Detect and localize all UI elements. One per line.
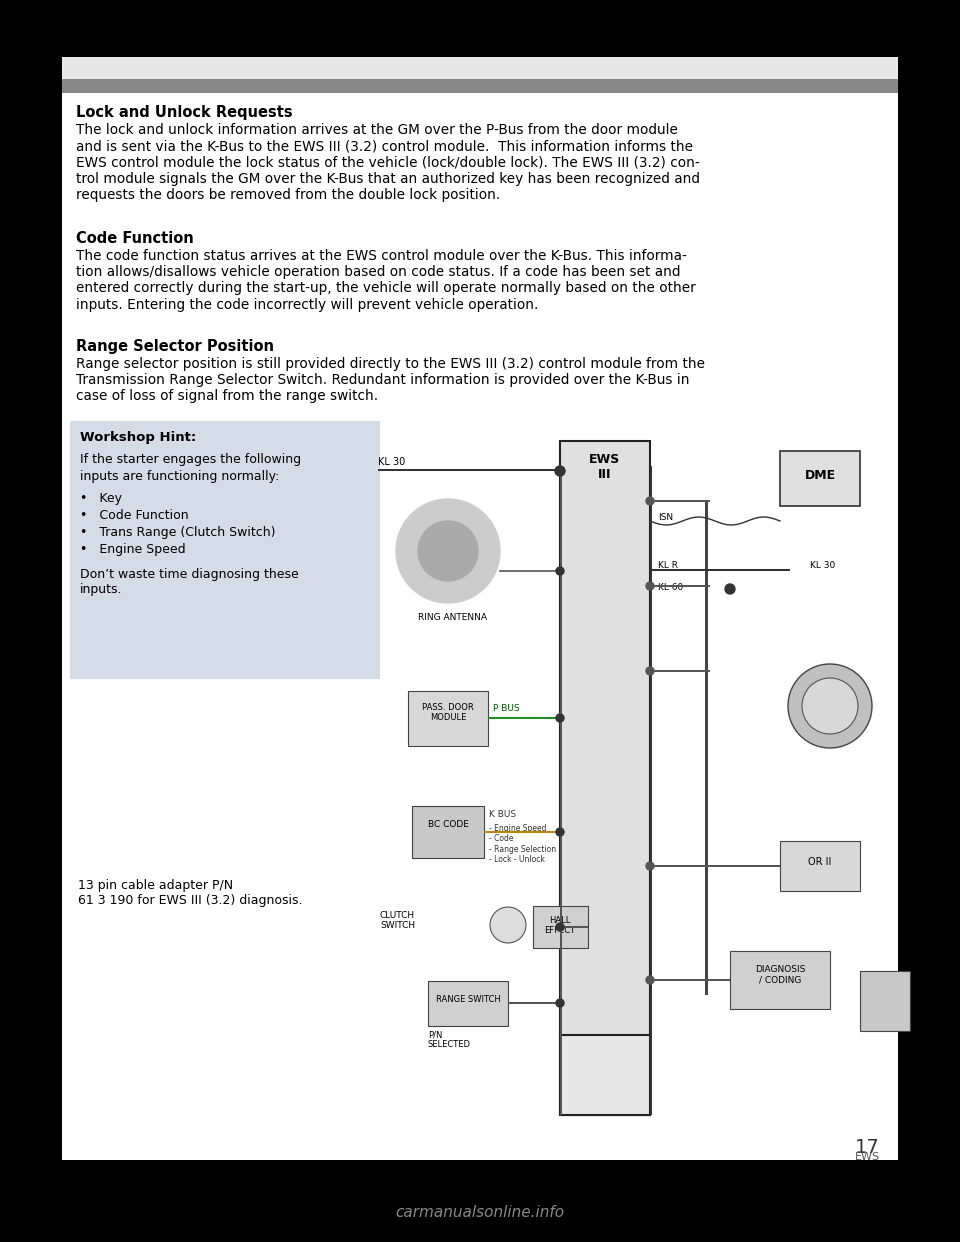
Circle shape (802, 678, 858, 734)
Text: RANGE SWITCH: RANGE SWITCH (436, 995, 500, 1004)
Text: Code Function: Code Function (76, 231, 194, 246)
Circle shape (556, 568, 564, 575)
Bar (62, 79, 898, 93)
Bar (428, 981, 508, 1026)
Text: Range selector position is still provided directly to the EWS III (3.2) control : Range selector position is still provide… (76, 356, 705, 404)
Text: HALL
EFFECT: HALL EFFECT (544, 917, 576, 935)
Circle shape (396, 499, 500, 604)
Text: The code function status arrives at the EWS control module over the K-Bus. This : The code function status arrives at the … (76, 248, 696, 312)
Bar (484, 831, 560, 833)
Circle shape (646, 667, 654, 674)
Bar (560, 927, 588, 928)
Text: KL 60: KL 60 (658, 582, 684, 592)
Text: P BUS: P BUS (493, 704, 519, 713)
Bar (560, 441, 650, 1115)
Bar (860, 971, 910, 1031)
Bar (508, 1002, 560, 1004)
Text: EWS
III: EWS III (589, 453, 620, 481)
Bar (650, 979, 730, 981)
Bar (378, 469, 560, 471)
Circle shape (646, 976, 654, 984)
Bar (70, 421, 380, 679)
Text: KL R: KL R (658, 561, 678, 570)
Bar (650, 864, 780, 867)
Bar (560, 1035, 650, 1115)
Text: PASS. DOOR
MODULE: PASS. DOOR MODULE (422, 703, 474, 723)
Text: RING ANTENNA: RING ANTENNA (418, 614, 487, 622)
Text: Range Selector Position: Range Selector Position (76, 339, 274, 354)
Text: Workshop Hint:: Workshop Hint: (80, 431, 196, 443)
Circle shape (788, 664, 872, 748)
Text: BC CODE: BC CODE (427, 820, 468, 828)
Text: •   Key: • Key (80, 492, 122, 505)
Circle shape (646, 497, 654, 505)
Text: KL 30: KL 30 (810, 561, 835, 570)
Bar (533, 905, 588, 948)
Bar (730, 951, 830, 1009)
Text: •   Trans Range (Clutch Switch): • Trans Range (Clutch Switch) (80, 527, 276, 539)
Text: P/N
SELECTED: P/N SELECTED (428, 1030, 471, 1049)
Bar (62, 57, 898, 79)
Bar (650, 585, 710, 587)
Bar (488, 717, 560, 719)
Circle shape (556, 923, 564, 932)
Bar (780, 841, 860, 891)
Text: 17: 17 (855, 1138, 880, 1158)
Text: OR II: OR II (808, 857, 831, 867)
Text: inputs are functioning normally:: inputs are functioning normally: (80, 469, 279, 483)
Text: carmanualsonline.info: carmanualsonline.info (396, 1205, 564, 1220)
Text: If the starter engages the following: If the starter engages the following (80, 453, 301, 466)
Text: DIAGNOSIS
/ CODING: DIAGNOSIS / CODING (755, 965, 805, 985)
Text: Don’t waste time diagnosing these
inputs.: Don’t waste time diagnosing these inputs… (80, 568, 299, 596)
Text: 13 pin cable adapter P/N
61 3 190 for EWS III (3.2) diagnosis.: 13 pin cable adapter P/N 61 3 190 for EW… (78, 879, 302, 907)
Circle shape (725, 584, 735, 594)
Bar (650, 501, 710, 502)
Bar (408, 691, 488, 746)
Bar (560, 466, 562, 1115)
Circle shape (418, 520, 478, 581)
Bar (780, 451, 860, 505)
Bar (650, 466, 652, 1115)
Circle shape (490, 907, 526, 943)
Bar (412, 806, 484, 858)
Text: CLUTCH
SWITCH: CLUTCH SWITCH (380, 910, 415, 930)
Bar (62, 57, 898, 1160)
Bar (650, 569, 790, 571)
Circle shape (646, 582, 654, 590)
Text: •   Code Function: • Code Function (80, 509, 188, 522)
Text: ISN: ISN (658, 513, 673, 522)
Text: Lock and Unlock Requests: Lock and Unlock Requests (76, 106, 293, 120)
Circle shape (556, 714, 564, 722)
Bar (650, 669, 710, 672)
Circle shape (556, 999, 564, 1007)
Text: The lock and unlock information arrives at the GM over the P-Bus from the door m: The lock and unlock information arrives … (76, 123, 700, 201)
Text: •   Engine Speed: • Engine Speed (80, 543, 185, 556)
Text: - Engine Speed
- Code
- Range Selection
- Lock - Unlock: - Engine Speed - Code - Range Selection … (489, 823, 556, 864)
Circle shape (556, 828, 564, 836)
Circle shape (646, 862, 654, 869)
Bar (705, 501, 708, 995)
Text: EWS: EWS (854, 1153, 880, 1163)
Circle shape (555, 466, 565, 476)
Text: K BUS: K BUS (489, 810, 516, 818)
Text: KL 30: KL 30 (378, 457, 405, 467)
Text: DME: DME (804, 469, 835, 482)
